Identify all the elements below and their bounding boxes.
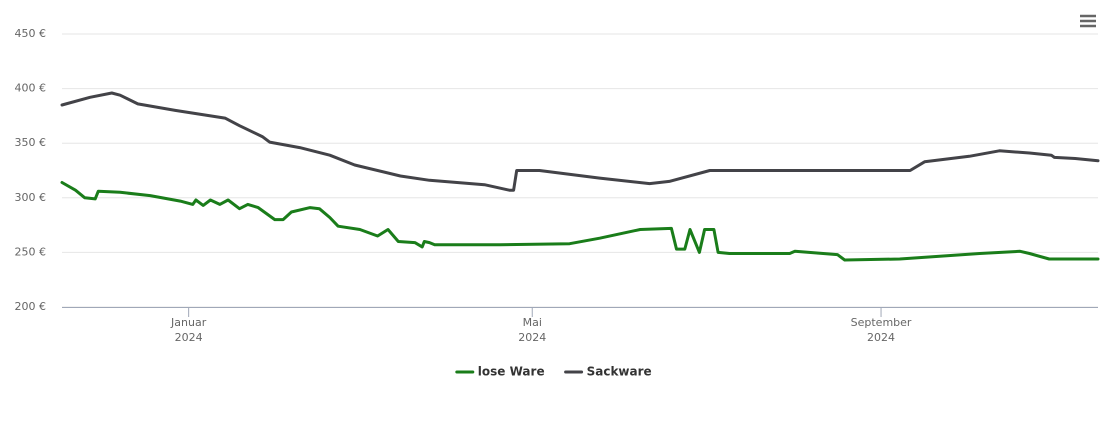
legend-item[interactable]: lose Ware — [455, 365, 545, 379]
y-tick-label: 200 € — [15, 300, 47, 313]
menu-button[interactable] — [1078, 11, 1098, 31]
x-tick-label: Januar — [170, 316, 207, 329]
x-tick-label: 2024 — [518, 331, 546, 344]
legend-label: lose Ware — [478, 365, 545, 379]
x-tick-label: September — [851, 316, 912, 329]
legend: lose Ware Sackware — [455, 365, 652, 379]
legend-label: Sackware — [587, 365, 652, 379]
line-series — [60, 181, 1100, 262]
legend-item[interactable]: Sackware — [564, 365, 652, 379]
x-tick-label: Mai — [523, 316, 542, 329]
y-tick-label: 350 € — [15, 136, 47, 149]
y-tick-label: 450 € — [15, 27, 47, 40]
y-tick-label: 250 € — [15, 245, 47, 258]
line-series — [60, 91, 1100, 192]
y-tick-label: 400 € — [15, 82, 47, 95]
x-tick-label: 2024 — [867, 331, 895, 344]
y-tick-label: 300 € — [15, 191, 47, 204]
x-tick-label: 2024 — [175, 331, 203, 344]
